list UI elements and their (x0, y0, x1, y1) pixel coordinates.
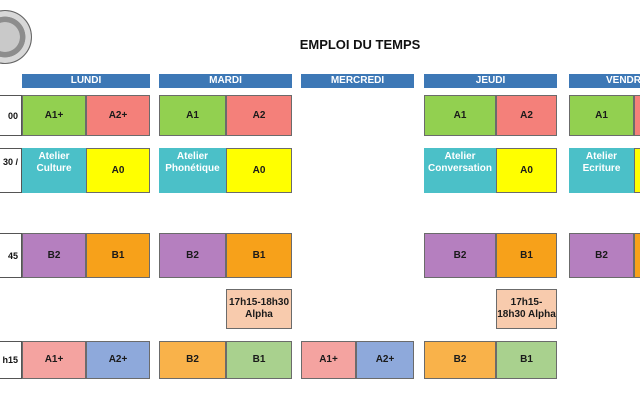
time-label-row2: 30 / (0, 148, 22, 193)
mercredi-r5-a2plus: A2+ (356, 341, 414, 379)
lundi-r5-a2plus: A2+ (86, 341, 150, 379)
vendredi-r3-cut (634, 233, 640, 278)
mardi-r4-alpha: 17h15-18h30 Alpha (226, 289, 292, 329)
day-header-mardi: MARDI (159, 74, 292, 88)
mardi-r2-a0: A0 (226, 148, 292, 193)
mardi-r5-b1: B1 (226, 341, 292, 379)
jeudi-r1-a2: A2 (496, 95, 557, 136)
jeudi-r3-b1: B1 (496, 233, 557, 278)
lundi-r2-a0: A0 (86, 148, 150, 193)
time-label-row1: 00 (0, 95, 22, 136)
mardi-r5-b2: B2 (159, 341, 226, 379)
time-label-row3: 45 (0, 233, 22, 278)
lundi-r3-b1: B1 (86, 233, 150, 278)
lundi-atelier-culture: Atelier Culture (22, 148, 86, 193)
vendredi-r2-cut (634, 148, 640, 193)
mercredi-r5-a1plus: A1+ (301, 341, 356, 379)
lundi-r1-a1plus: A1+ (22, 95, 86, 136)
mardi-atelier-phonetique: Atelier Phonétique (159, 148, 226, 193)
mardi-r3-b2: B2 (159, 233, 226, 278)
vendredi-r1-a1: A1 (569, 95, 634, 136)
jeudi-r5-b1: B1 (496, 341, 557, 379)
jeudi-r3-b2: B2 (424, 233, 496, 278)
page-title: EMPLOI DU TEMPS (299, 37, 421, 52)
vendredi-atelier-ecriture: Atelier Ecriture (569, 148, 634, 193)
day-header-jeudi: JEUDI (424, 74, 557, 88)
lundi-r3-b2: B2 (22, 233, 86, 278)
day-header-lundi: LUNDI (22, 74, 150, 88)
mardi-r1-a2: A2 (226, 95, 292, 136)
day-header-mercredi: MERCREDI (301, 74, 414, 88)
lundi-r1-a2plus: A2+ (86, 95, 150, 136)
mardi-r3-b1: B1 (226, 233, 292, 278)
jeudi-r2-a0: A0 (496, 148, 557, 193)
vendredi-r3-b2: B2 (569, 233, 634, 278)
vendredi-r1-cut (634, 95, 640, 136)
time-label-row5: h15 (0, 341, 22, 379)
day-header-vendredi: VENDREDI (569, 74, 640, 88)
jeudi-r5-b2: B2 (424, 341, 496, 379)
mardi-r1-a1: A1 (159, 95, 226, 136)
lundi-r5-a1plus: A1+ (22, 341, 86, 379)
jeudi-r4-alpha: 17h15- 18h30 Alpha (496, 289, 557, 329)
jeudi-atelier-conversation: Atelier Conversation (424, 148, 496, 193)
jeudi-r1-a1: A1 (424, 95, 496, 136)
